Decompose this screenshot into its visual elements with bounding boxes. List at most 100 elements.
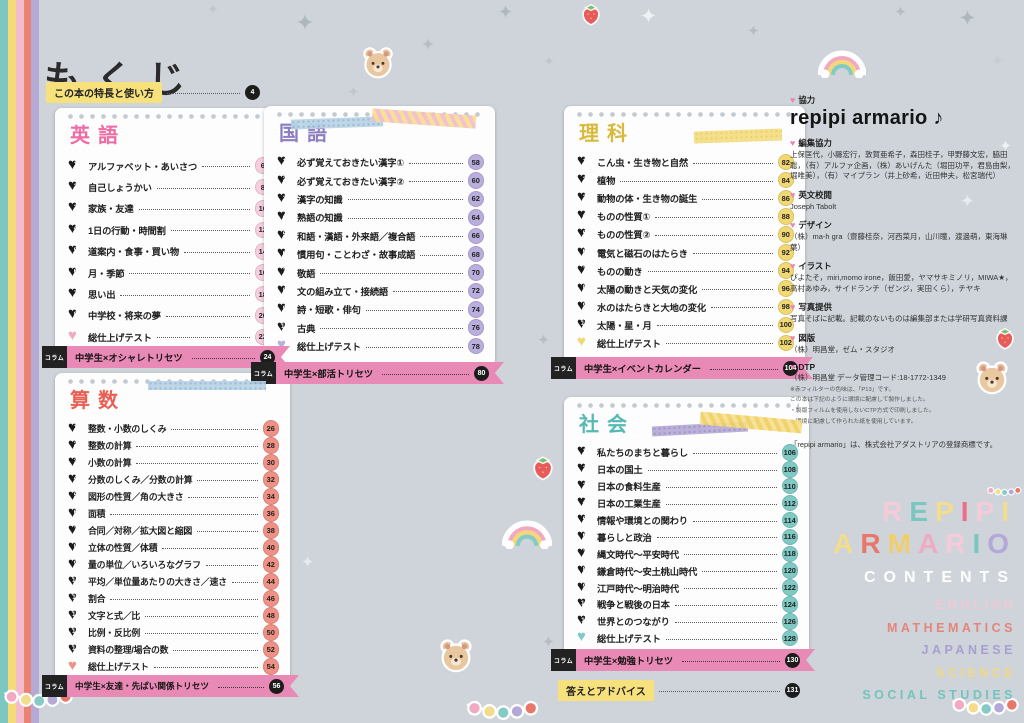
dotted-leader: [702, 198, 773, 200]
dotted-leader: [188, 497, 258, 498]
toc-list: 1 必ず覚えておきたい漢字① 58 2 必ず覚えておきたい漢字② 60 3 漢字…: [277, 153, 484, 337]
toc-item-label: 暮らしと政治: [597, 532, 652, 543]
page-edge-stripes: [0, 0, 39, 723]
column-label: 中学生×オシャレトリセツ: [75, 353, 183, 363]
toc-item: 14 資料の整理/場合の数 52: [68, 641, 279, 658]
page-number: 70: [467, 264, 484, 281]
credit-heading-label: 図版: [798, 332, 816, 343]
toc-item-label: 江戸時代～明治時代: [597, 583, 679, 594]
dotted-leader: [153, 667, 258, 668]
toc-final-row: 総仕上げテスト 22: [68, 326, 271, 347]
toc-item: 7 敬語 70: [277, 263, 484, 281]
star-icon: [302, 556, 313, 567]
dotted-leader: [665, 638, 777, 640]
page-number: 82: [777, 153, 794, 171]
credit-note: ※赤フィルターの色味は、「P13」です。: [790, 386, 895, 393]
heart-number-icon: 8: [577, 280, 592, 296]
heart-number-icon: 2: [68, 178, 83, 194]
dotted-leader: [409, 162, 463, 164]
dotted-leader: [656, 537, 777, 539]
toc-item: 11 割合 46: [68, 590, 279, 607]
dotted-leader: [674, 604, 777, 606]
star-icon: [499, 5, 512, 18]
toc-item: 5 図形の性質／角の大きさ 34: [68, 488, 279, 505]
heart-icon: [277, 337, 292, 353]
toc-item-label: 図形の性質／角の大きさ: [88, 492, 184, 502]
heart-number-icon: 10: [277, 319, 292, 335]
dotted-leader: [420, 236, 463, 238]
dotted-leader: [162, 548, 258, 549]
toc-card-english: 英語 1 アルファベット・あいさつ 6 2 自己しょうかい 8 3 家族・友達 …: [55, 108, 282, 363]
dotted-leader: [665, 503, 777, 505]
toc-item-label: 整数・小数のしくみ: [88, 424, 167, 434]
toc-item-label: 必ず覚えておきたい漢字②: [297, 176, 404, 187]
toc-item: 3 漢字の知識 62: [277, 190, 484, 208]
page-number: 40: [262, 539, 279, 556]
heart-bullet-icon: ♥: [790, 302, 796, 312]
heart-number-icon: 2: [577, 460, 592, 476]
toc-item: 9 水のはたらきと大地の変化 98: [577, 298, 794, 316]
page-number: 50: [262, 624, 279, 641]
toc-item: 4 1日の行動・時間割 12: [68, 219, 271, 240]
credit-heading: ♥ 写真提供: [790, 301, 1018, 313]
dotted-leader: [683, 588, 777, 590]
heart-number-icon: 4: [577, 207, 592, 223]
dotted-leader: [692, 520, 777, 522]
heart-number-icon: 7: [68, 285, 83, 301]
toc-item: 6 慣用句・ことわざ・故事成語 68: [277, 245, 484, 263]
credit-heading-label: 写真提供: [798, 302, 832, 312]
toc-item: 3 小数の計算 30: [68, 454, 279, 471]
brand-letter: M: [887, 528, 918, 560]
toc-item: 1 必ず覚えておきたい漢字① 58: [277, 153, 484, 171]
column-tag: コラム: [551, 649, 576, 671]
intro-label: この本の特長と使い方: [46, 82, 162, 103]
toc-item: 4 熟語の知識 64: [277, 208, 484, 226]
heart-icon: [577, 629, 592, 645]
strawberry-sticker: [531, 454, 555, 481]
heart-bullet-icon: ♥: [790, 261, 796, 271]
heart-number-icon: 8: [68, 539, 83, 555]
toc-item: 10 太陽・星・月 100: [577, 316, 794, 334]
brand-letter: I: [972, 528, 988, 560]
dotted-leader: [365, 309, 463, 311]
column-tag: コラム: [251, 362, 276, 384]
heart-number-icon: 12: [68, 607, 83, 623]
star-icon: [960, 10, 975, 25]
heart-bullet-icon: ♥: [790, 332, 796, 343]
dotted-leader: [320, 273, 463, 275]
toc-item: 1 整数・小数のしくみ 26: [68, 420, 279, 437]
dotted-leader: [320, 328, 463, 330]
column-label: 中学生×勉強トリセツ: [584, 656, 674, 666]
star-icon: [297, 14, 313, 30]
page-number: 92: [777, 244, 794, 261]
toc-final-row: 総仕上げテスト 102: [577, 334, 794, 352]
column-tag: コラム: [551, 357, 576, 379]
toc-item-label: 太陽の動きと天気の変化: [597, 284, 698, 295]
toc-item-label: 1日の行動・時間割: [88, 225, 166, 236]
brand-letter: I: [960, 496, 976, 527]
toc-item: 7 合同／対称／拡大図と縮図 38: [68, 522, 279, 539]
star-icon: [543, 636, 554, 647]
toc-item-label: 日本の食料生産: [597, 482, 661, 493]
heart-number-icon: 14: [68, 641, 83, 657]
toc-item: 13 比例・反比例 50: [68, 624, 279, 641]
dotted-leader: [197, 531, 258, 532]
column-ribbon-social: コラム 中学生×勉強トリセツ 130: [551, 649, 815, 671]
column-ribbon-science: コラム 中学生×イベントカレンダー 104: [551, 357, 813, 379]
page-number: 110: [781, 477, 798, 495]
toc-item-label: 詩・短歌・俳句: [297, 305, 361, 316]
toc-item-label: 総仕上げテスト: [597, 634, 661, 645]
dotted-leader: [231, 582, 258, 583]
heart-number-icon: 6: [577, 528, 592, 544]
heart-number-icon: 9: [277, 300, 292, 316]
binding-holes-icon: [65, 113, 272, 120]
toc-item-label: 思い出: [88, 290, 116, 301]
page-number: 116: [781, 528, 798, 546]
toc-item: 1 私たちのまちと暮らし 106: [577, 443, 798, 461]
heart-number-icon: 5: [577, 511, 592, 527]
toc-item-label: 太陽・星・月: [597, 320, 652, 331]
page-number: 36: [262, 505, 279, 522]
page-number: 118: [781, 545, 798, 563]
dotted-leader: [692, 162, 773, 164]
toc-item-label: 文字と式／比: [88, 611, 141, 621]
